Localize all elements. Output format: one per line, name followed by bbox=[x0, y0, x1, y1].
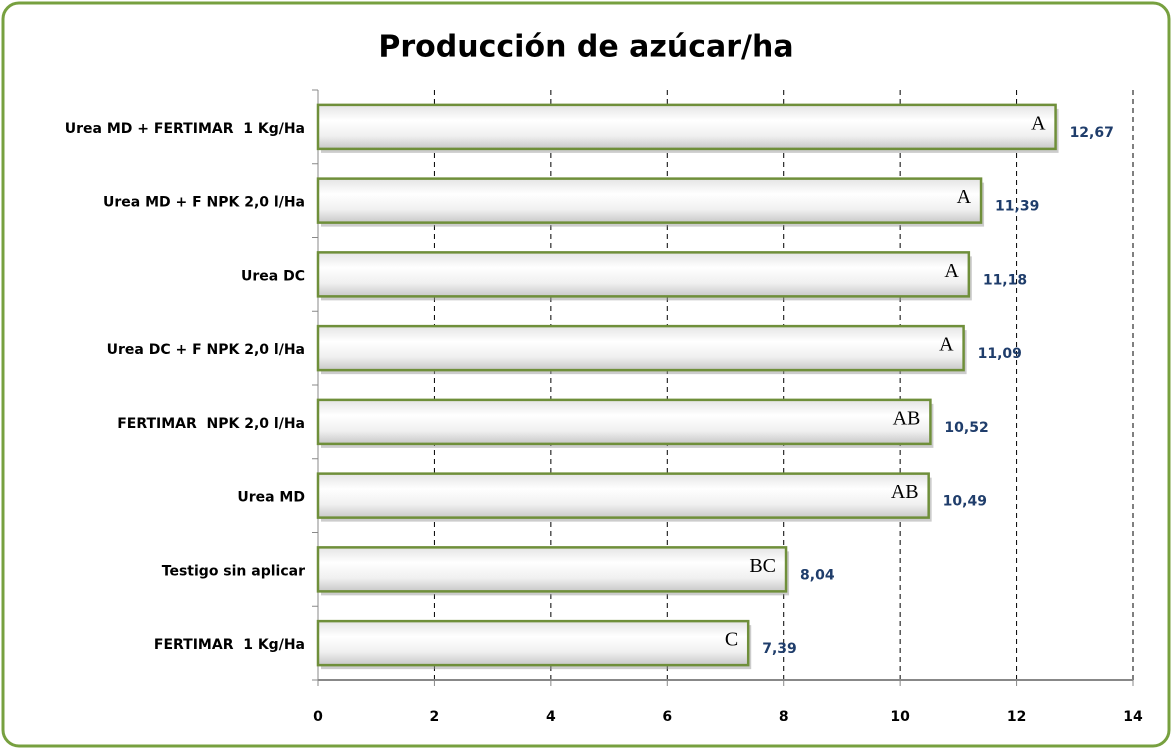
annotation: AB bbox=[893, 407, 921, 429]
annotation: A bbox=[939, 334, 954, 356]
value-label: 11,09 bbox=[978, 346, 1022, 362]
x-tick-label: 8 bbox=[779, 709, 789, 725]
value-label: 8,04 bbox=[800, 567, 835, 583]
bar bbox=[316, 472, 930, 519]
annotation: A bbox=[944, 260, 959, 282]
x-tick-label: 14 bbox=[1123, 709, 1143, 725]
annotation: AB bbox=[891, 481, 919, 503]
x-tick-label: 6 bbox=[662, 709, 672, 725]
y-tick-label: Urea MD + FERTIMAR 1 Kg/Ha bbox=[65, 121, 305, 137]
value-label: 10,52 bbox=[944, 420, 988, 436]
y-tick-label: Urea MD + F NPK 2,0 l/Ha bbox=[103, 195, 305, 211]
x-tick-label: 2 bbox=[430, 709, 440, 725]
y-tick-label: FERTIMAR NPK 2,0 l/Ha bbox=[117, 416, 305, 432]
bar bbox=[316, 177, 983, 224]
value-label: 12,67 bbox=[1070, 125, 1114, 141]
annotation: BC bbox=[749, 555, 776, 577]
annotation: A bbox=[957, 186, 972, 208]
x-tick-label: 4 bbox=[546, 709, 556, 725]
annotation: C bbox=[725, 629, 738, 651]
y-tick-label: FERTIMAR 1 Kg/Ha bbox=[154, 637, 305, 653]
bar bbox=[316, 398, 932, 446]
x-tick-label: 10 bbox=[890, 709, 910, 725]
bar bbox=[316, 324, 965, 372]
x-tick-label: 0 bbox=[313, 709, 323, 725]
bar bbox=[316, 546, 788, 593]
chart-title: Producción de azúcar/ha bbox=[378, 30, 793, 65]
y-tick-label: Urea MD bbox=[237, 490, 305, 506]
value-label: 10,49 bbox=[943, 494, 987, 510]
value-label: 7,39 bbox=[762, 641, 797, 657]
annotation: A bbox=[1031, 112, 1046, 134]
y-tick-label: Urea DC bbox=[241, 268, 305, 284]
y-tick-label: Testigo sin aplicar bbox=[162, 563, 305, 579]
bar bbox=[316, 103, 1057, 151]
value-label: 11,18 bbox=[983, 272, 1027, 288]
x-tick-label: 12 bbox=[1007, 709, 1026, 725]
bar bbox=[316, 251, 971, 298]
y-tick-label: Urea DC + F NPK 2,0 l/Ha bbox=[107, 342, 305, 358]
bar bbox=[316, 619, 750, 667]
value-label: 11,39 bbox=[995, 199, 1039, 215]
